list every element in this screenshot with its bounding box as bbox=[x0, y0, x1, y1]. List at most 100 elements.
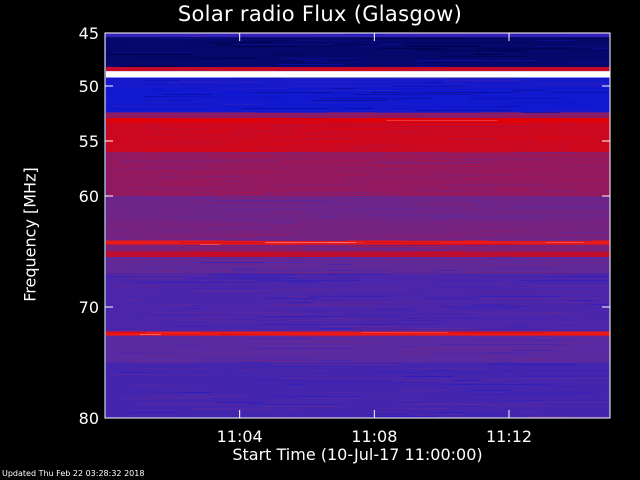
texture-streak bbox=[208, 188, 233, 189]
texture-streak bbox=[473, 102, 505, 103]
texture-streak bbox=[369, 416, 437, 417]
texture-streak bbox=[518, 358, 548, 359]
texture-streak bbox=[340, 228, 388, 229]
texture-streak bbox=[257, 316, 329, 317]
texture-streak bbox=[510, 236, 587, 237]
texture-streak bbox=[547, 346, 609, 347]
texture-streak bbox=[349, 176, 476, 177]
texture-streak bbox=[125, 300, 141, 301]
texture-streak bbox=[222, 68, 281, 69]
texture-streak bbox=[297, 186, 403, 187]
texture-streak bbox=[220, 264, 256, 265]
texture-streak bbox=[167, 182, 200, 183]
texture-streak bbox=[311, 118, 367, 119]
texture-streak bbox=[308, 296, 389, 297]
texture-streak bbox=[160, 130, 193, 131]
texture-streak bbox=[196, 192, 211, 193]
texture-streak bbox=[386, 330, 463, 331]
texture-streak bbox=[135, 230, 149, 231]
texture-streak bbox=[171, 320, 251, 321]
texture-streak bbox=[283, 78, 408, 79]
texture-streak bbox=[514, 152, 577, 153]
texture-streak bbox=[365, 306, 471, 307]
texture-streak bbox=[514, 34, 596, 35]
texture-streak bbox=[468, 98, 562, 99]
texture-streak bbox=[538, 136, 571, 137]
texture-streak bbox=[518, 60, 578, 61]
texture-streak bbox=[413, 50, 528, 51]
texture-streak bbox=[265, 298, 318, 299]
texture-streak bbox=[297, 268, 355, 269]
texture-streak bbox=[402, 194, 486, 195]
band-15 bbox=[106, 257, 610, 274]
texture-streak bbox=[485, 362, 571, 363]
texture-streak bbox=[454, 404, 548, 405]
texture-streak bbox=[547, 330, 609, 331]
texture-streak bbox=[334, 88, 356, 89]
texture-streak bbox=[415, 184, 426, 185]
texture-streak bbox=[286, 114, 327, 115]
texture-streak bbox=[503, 378, 609, 379]
texture-streak bbox=[127, 384, 186, 385]
texture-streak bbox=[268, 266, 317, 267]
texture-streak bbox=[509, 350, 556, 351]
texture-streak bbox=[133, 268, 198, 269]
texture-streak bbox=[325, 128, 400, 129]
texture-streak bbox=[450, 370, 503, 371]
texture-streak bbox=[545, 242, 584, 243]
texture-streak bbox=[227, 164, 335, 165]
texture-streak bbox=[351, 94, 475, 95]
texture-streak bbox=[479, 302, 496, 303]
texture-streak bbox=[472, 304, 507, 305]
texture-streak bbox=[342, 208, 458, 209]
texture-streak bbox=[503, 322, 609, 323]
texture-streak bbox=[418, 38, 463, 39]
texture-streak bbox=[355, 138, 378, 139]
texture-streak bbox=[348, 148, 386, 149]
texture-streak bbox=[218, 334, 255, 335]
texture-streak bbox=[356, 242, 440, 243]
texture-streak bbox=[475, 172, 518, 173]
texture-streak bbox=[343, 134, 403, 135]
texture-streak bbox=[199, 178, 322, 179]
texture-streak bbox=[194, 210, 219, 211]
texture-streak bbox=[419, 204, 473, 205]
texture-streak bbox=[528, 416, 569, 417]
texture-streak bbox=[205, 264, 220, 265]
texture-streak bbox=[158, 194, 210, 195]
texture-streak bbox=[561, 216, 609, 217]
texture-streak bbox=[309, 302, 437, 303]
texture-streak bbox=[280, 394, 378, 395]
texture-streak bbox=[133, 386, 227, 387]
texture-streak bbox=[227, 330, 339, 331]
texture-streak bbox=[293, 336, 421, 337]
texture-streak bbox=[128, 42, 188, 43]
texture-streak bbox=[455, 62, 559, 63]
texture-streak bbox=[156, 176, 186, 177]
texture-streak bbox=[175, 274, 296, 275]
texture-streak bbox=[114, 352, 177, 353]
texture-streak bbox=[495, 256, 516, 257]
texture-streak bbox=[130, 52, 174, 53]
texture-streak bbox=[438, 186, 451, 187]
texture-streak bbox=[300, 382, 408, 383]
texture-streak bbox=[122, 188, 210, 189]
texture-streak bbox=[343, 208, 385, 209]
texture-streak bbox=[430, 190, 539, 191]
texture-streak bbox=[327, 146, 425, 147]
texture-streak bbox=[414, 182, 485, 183]
texture-streak bbox=[368, 110, 463, 111]
texture-streak bbox=[544, 346, 572, 347]
texture-streak bbox=[231, 44, 334, 45]
texture-streak bbox=[244, 136, 332, 137]
texture-streak bbox=[244, 334, 299, 335]
texture-streak bbox=[106, 100, 171, 101]
texture-streak bbox=[259, 96, 283, 97]
texture-streak bbox=[211, 400, 311, 401]
texture-streak bbox=[198, 254, 284, 255]
texture-streak bbox=[474, 48, 593, 49]
texture-streak bbox=[258, 314, 308, 315]
texture-streak bbox=[236, 142, 252, 143]
texture-streak bbox=[384, 250, 508, 251]
texture-streak bbox=[312, 34, 383, 35]
